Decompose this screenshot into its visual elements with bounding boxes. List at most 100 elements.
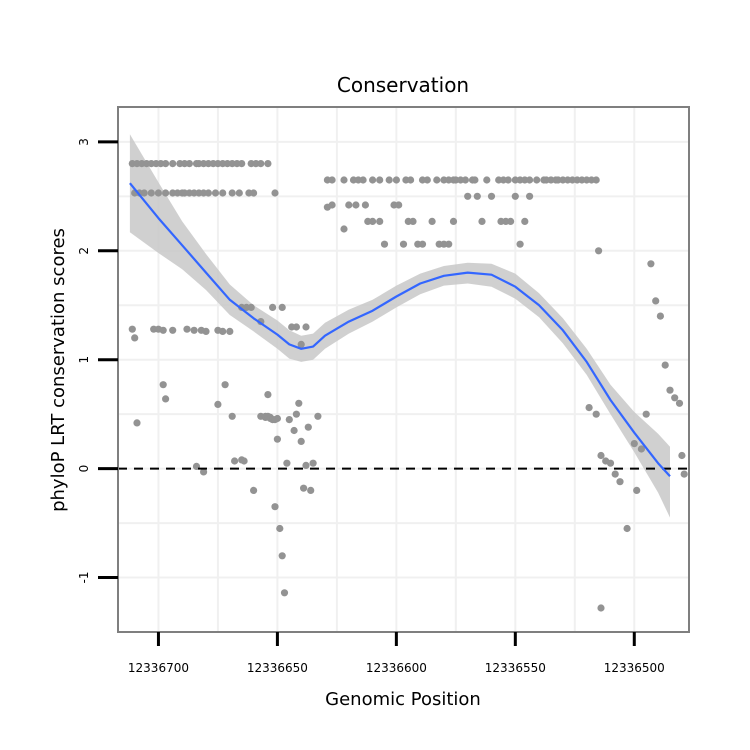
data-point (231, 457, 239, 465)
data-point (656, 312, 665, 320)
data-point (278, 552, 286, 560)
data-point (449, 217, 458, 225)
data-point (418, 240, 427, 248)
data-point (309, 459, 317, 467)
x-axis-tick-label: 12336500 (604, 661, 665, 675)
data-point (169, 326, 177, 334)
data-point (385, 176, 393, 184)
data-point (292, 323, 300, 331)
data-point (204, 189, 212, 197)
data-point (369, 217, 377, 225)
data-point (328, 176, 336, 184)
x-axis-tick-label: 12336550 (485, 661, 546, 675)
data-point (214, 400, 222, 408)
data-point (202, 327, 210, 335)
data-point (211, 189, 220, 197)
data-point (290, 426, 298, 435)
data-point (295, 399, 303, 407)
y-axis-tick-label: 0 (77, 465, 91, 473)
data-point (487, 192, 496, 200)
data-point (507, 217, 515, 225)
data-point (297, 340, 305, 348)
data-point (423, 176, 431, 184)
data-point (647, 260, 655, 268)
data-point (642, 410, 650, 418)
data-point (183, 325, 191, 333)
data-point (511, 192, 519, 200)
data-point (307, 486, 315, 494)
chart-title: Conservation (337, 73, 469, 97)
data-point (162, 160, 170, 168)
data-point (154, 189, 162, 197)
data-point (269, 303, 277, 311)
data-point (680, 470, 688, 478)
loess-smooth-line (129, 182, 671, 477)
data-point (504, 176, 512, 184)
data-point (133, 419, 141, 427)
data-point (606, 459, 615, 467)
y-axis: -1 0 1 2 3 (77, 138, 118, 583)
confidence-ribbon (129, 134, 670, 518)
data-point (369, 176, 377, 184)
data-point (592, 410, 600, 418)
data-point (380, 240, 389, 248)
data-point (278, 303, 286, 311)
data-point (345, 201, 353, 209)
data-point (461, 176, 469, 184)
data-point (264, 391, 272, 399)
data-point (271, 189, 279, 197)
data-point (219, 327, 227, 335)
data-point (128, 325, 136, 333)
data-point (611, 470, 619, 478)
x-axis-tick-label: 12336650 (247, 661, 308, 675)
data-point (228, 189, 236, 197)
y-axis-tick-label: -1 (77, 572, 91, 584)
data-point (185, 160, 193, 168)
data-point (235, 189, 243, 197)
data-point (526, 176, 534, 184)
data-point (526, 192, 534, 200)
data-point (264, 160, 272, 168)
data-point (140, 189, 148, 197)
data-point (464, 192, 472, 200)
data-point (276, 524, 284, 533)
data-point (483, 176, 491, 184)
data-point (226, 327, 234, 335)
data-point (169, 160, 177, 168)
plot-panel-border (117, 106, 690, 633)
data-point (595, 247, 603, 255)
data-point (433, 176, 441, 184)
data-point (633, 486, 641, 494)
data-point (240, 457, 248, 465)
x-axis-tick-label: 12336700 (128, 661, 189, 675)
data-point (162, 189, 170, 197)
x-axis: 12336700 12336650 12336600 12336550 12336500 (128, 632, 665, 675)
data-point (162, 395, 170, 403)
data-point (652, 297, 660, 305)
data-point (376, 217, 384, 225)
data-point (247, 303, 255, 311)
data-point (147, 189, 155, 197)
data-point (471, 176, 479, 184)
data-point (302, 323, 310, 331)
x-axis-title: Genomic Position (325, 689, 481, 710)
data-point (671, 394, 679, 402)
y-axis-tick-label: 3 (77, 138, 91, 146)
data-point (340, 176, 348, 184)
data-point (585, 404, 593, 412)
data-point (678, 451, 686, 460)
data-points (128, 160, 688, 612)
data-point (304, 423, 312, 431)
data-point (352, 201, 360, 209)
data-point (376, 176, 384, 184)
data-point (271, 416, 279, 424)
data-point (200, 468, 208, 476)
data-point (190, 326, 198, 334)
data-point (478, 217, 486, 225)
data-point (228, 412, 236, 420)
data-point (675, 399, 684, 407)
data-point (521, 217, 529, 225)
data-point (314, 412, 322, 420)
